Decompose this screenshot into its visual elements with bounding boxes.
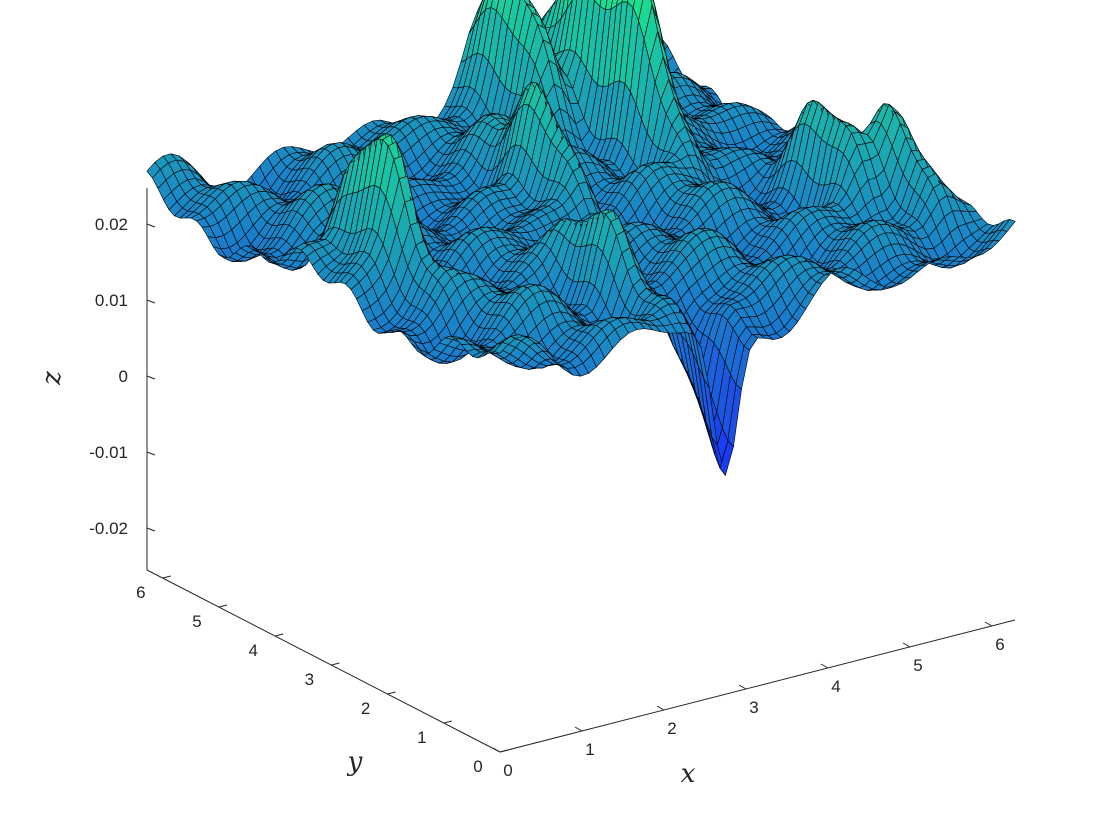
z-tick-mark bbox=[146, 527, 156, 532]
z-tick-label: 0.02 bbox=[95, 215, 128, 234]
surface-patch bbox=[616, 0, 623, 6]
x-tick-mark bbox=[738, 684, 747, 690]
z-tick-mark bbox=[146, 451, 156, 456]
x-tick-label: 3 bbox=[749, 698, 758, 717]
x-tick-label: 5 bbox=[913, 656, 922, 675]
z-tick-label: 0 bbox=[119, 367, 128, 386]
surface-patch bbox=[632, 0, 644, 21]
y-tick-mark bbox=[218, 604, 228, 608]
tick-marks bbox=[146, 223, 993, 753]
x-tick-mark bbox=[492, 747, 501, 753]
surface-patch bbox=[627, 0, 636, 8]
y-tick-mark bbox=[162, 575, 171, 579]
y-tick-mark bbox=[331, 662, 340, 666]
x-tick-label: 6 bbox=[995, 635, 1004, 654]
z-tick-mark bbox=[146, 223, 156, 228]
z-tick-mark bbox=[146, 299, 156, 304]
surface-patch bbox=[599, 0, 608, 10]
y-axis-line bbox=[146, 569, 501, 753]
surface-mesh bbox=[146, 0, 1016, 476]
surface-patch bbox=[496, 0, 506, 18]
y-tick-label: 6 bbox=[136, 583, 145, 602]
z-tick-mark bbox=[146, 375, 156, 380]
y-axis-label: y bbox=[347, 747, 363, 777]
surface-patch bbox=[1001, 219, 1016, 232]
x-axis-label: x bbox=[681, 759, 696, 789]
y-tick-mark bbox=[443, 720, 452, 724]
y-tick-label: 0 bbox=[473, 757, 482, 776]
surface-patch bbox=[610, 0, 618, 10]
x-tick-mark bbox=[656, 705, 665, 711]
surface-patch bbox=[479, 0, 489, 17]
x-tick-label: 2 bbox=[667, 719, 676, 738]
y-tick-mark bbox=[499, 749, 509, 753]
z-tick-label: 0.01 bbox=[95, 291, 128, 310]
surface-patch bbox=[555, 0, 565, 25]
z-tick-label: -0.01 bbox=[89, 443, 128, 462]
y-tick-mark bbox=[387, 691, 396, 695]
y-tick-label: 2 bbox=[361, 699, 370, 718]
y-tick-label: 4 bbox=[248, 641, 257, 660]
x-axis-line bbox=[499, 619, 1016, 753]
x-tick-mark bbox=[984, 621, 993, 627]
x-tick-mark bbox=[820, 663, 829, 669]
surface-patch bbox=[560, 0, 569, 19]
x-tick-label: 1 bbox=[585, 740, 594, 759]
y-tick-label: 5 bbox=[192, 612, 201, 631]
axes bbox=[146, 188, 1016, 753]
z-axis-label: z bbox=[37, 371, 67, 386]
surface-patch bbox=[566, 0, 573, 10]
z-tick-label: -0.02 bbox=[89, 519, 128, 538]
x-tick-mark bbox=[574, 726, 583, 732]
x-tick-mark bbox=[902, 642, 911, 648]
surface-patch bbox=[549, 0, 562, 28]
tick-labels: 0 1 2 3 4 5 6 0 1 2 3 4 5 6 -0.02 -0.01 0 0.01 0.02 bbox=[89, 215, 1004, 780]
x-tick-label: 0 bbox=[503, 761, 512, 780]
y-tick-label: 1 bbox=[417, 728, 426, 747]
y-tick-mark bbox=[275, 633, 284, 637]
surface-patch bbox=[605, 0, 613, 10]
x-tick-label: 4 bbox=[831, 677, 840, 696]
surface-patch bbox=[621, 0, 629, 3]
surface-patch bbox=[594, 0, 602, 7]
y-tick-label: 3 bbox=[305, 670, 314, 689]
